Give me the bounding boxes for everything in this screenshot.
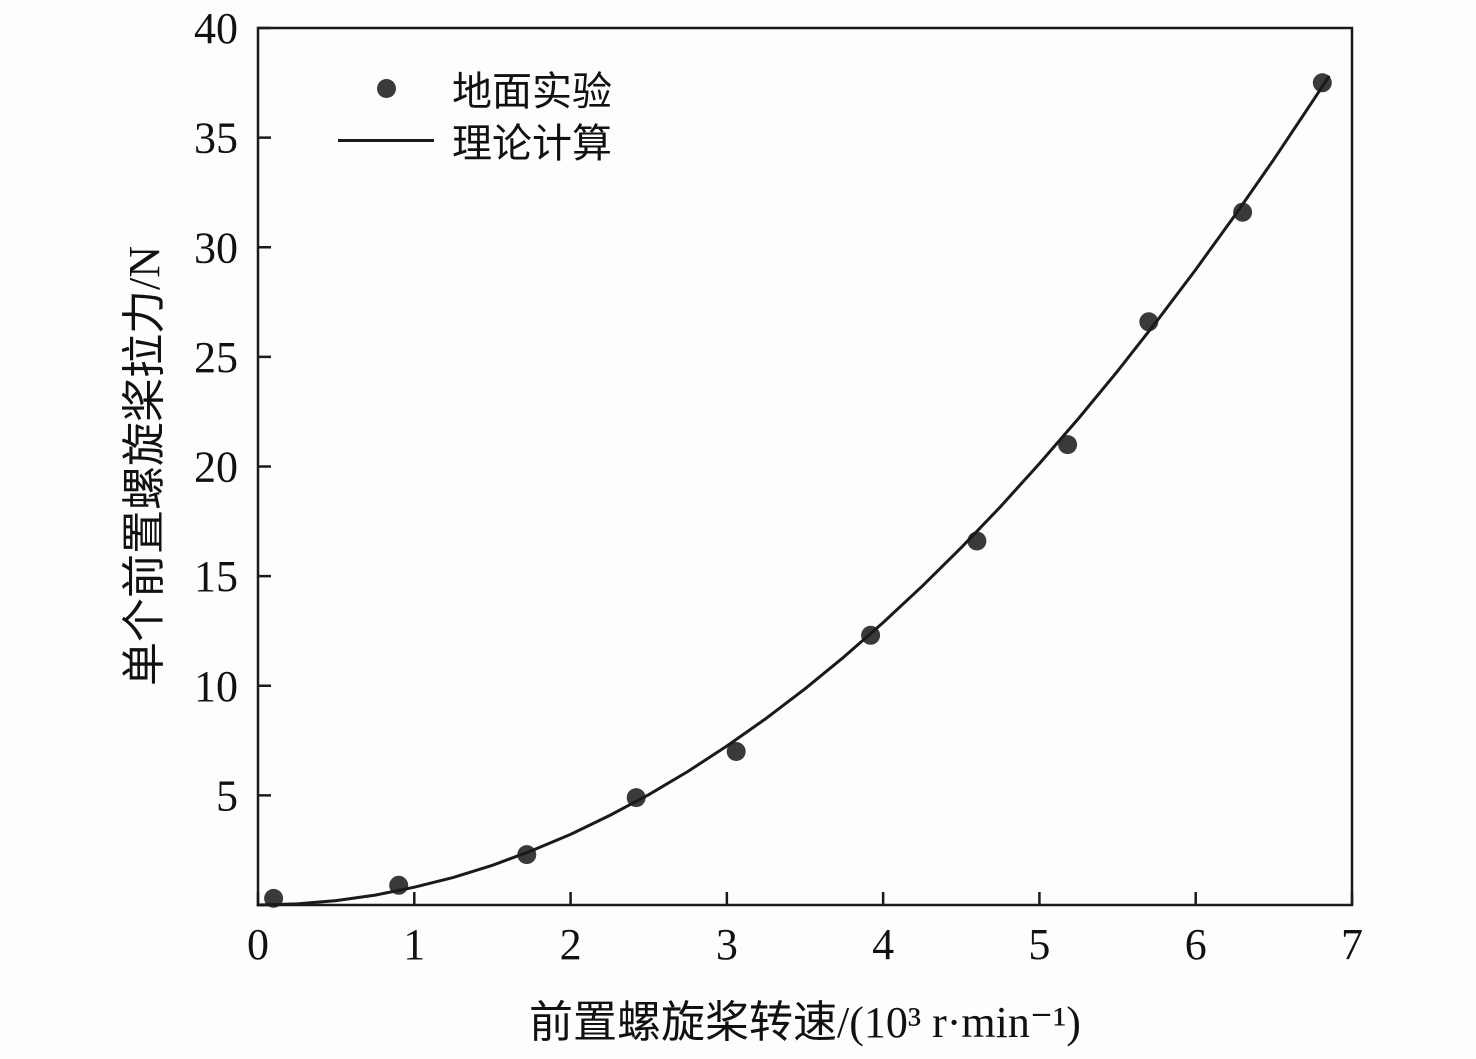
experiment-data-point xyxy=(1233,202,1253,222)
y-axis-title: 单个前置螺旋桨拉力/N xyxy=(120,246,169,686)
y-tick-label: 15 xyxy=(194,552,238,601)
x-tick-label: 5 xyxy=(1028,920,1050,969)
y-tick-label: 25 xyxy=(194,333,238,382)
x-tick-label: 4 xyxy=(872,920,894,969)
y-tick-label: 20 xyxy=(194,443,238,492)
x-tick-label: 2 xyxy=(560,920,582,969)
x-tick-label: 7 xyxy=(1341,920,1363,969)
experiment-data-point xyxy=(726,742,746,761)
legend-label-theory: 理论计算 xyxy=(452,121,612,166)
line-sample-icon xyxy=(338,138,434,142)
y-tick-label: 30 xyxy=(194,223,238,272)
x-tick-label: 1 xyxy=(403,920,425,969)
legend-item-experiment: 地面实验 xyxy=(336,64,612,114)
legend-label-experiment: 地面实验 xyxy=(452,69,612,114)
scatter-dot-icon xyxy=(376,78,396,98)
experiment-data-point xyxy=(1058,435,1078,455)
legend-marker-cell xyxy=(336,78,436,98)
y-tick-label: 10 xyxy=(194,662,238,711)
theory-curve xyxy=(256,75,1331,907)
legend-item-theory: 理论计算 xyxy=(336,116,612,166)
x-axis-title: 前置螺旋桨转速/(10³ r·min⁻¹) xyxy=(529,998,1081,1047)
experiment-data-point xyxy=(967,531,987,551)
y-tick-label: 35 xyxy=(194,114,238,163)
legend: 地面实验 理论计算 xyxy=(336,64,612,166)
x-tick-label: 3 xyxy=(716,920,738,969)
x-tick-label: 6 xyxy=(1185,920,1207,969)
legend-marker-cell xyxy=(336,138,436,142)
y-tick-label: 40 xyxy=(194,4,238,53)
y-tick-label: 5 xyxy=(216,771,238,820)
x-tick-label: 0 xyxy=(247,920,269,969)
